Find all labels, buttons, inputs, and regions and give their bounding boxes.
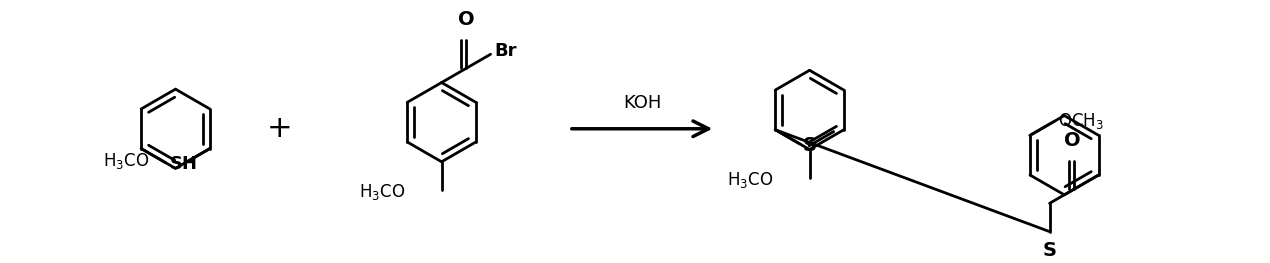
Text: O: O — [457, 10, 475, 29]
Text: Br: Br — [494, 42, 517, 60]
Text: O: O — [1064, 130, 1081, 150]
Text: $\mathsf{H_3CO}$: $\mathsf{H_3CO}$ — [359, 182, 405, 202]
Text: $\mathsf{OCH_3}$: $\mathsf{OCH_3}$ — [1058, 111, 1104, 131]
Text: S: S — [1043, 241, 1057, 260]
Text: SH: SH — [169, 155, 197, 173]
Text: KOH: KOH — [622, 94, 662, 112]
Text: $\mathsf{H_3CO}$: $\mathsf{H_3CO}$ — [728, 170, 773, 190]
Text: $\mathsf{H_3CO}$: $\mathsf{H_3CO}$ — [103, 151, 150, 171]
Text: +: + — [267, 114, 292, 143]
Text: S: S — [803, 136, 817, 155]
